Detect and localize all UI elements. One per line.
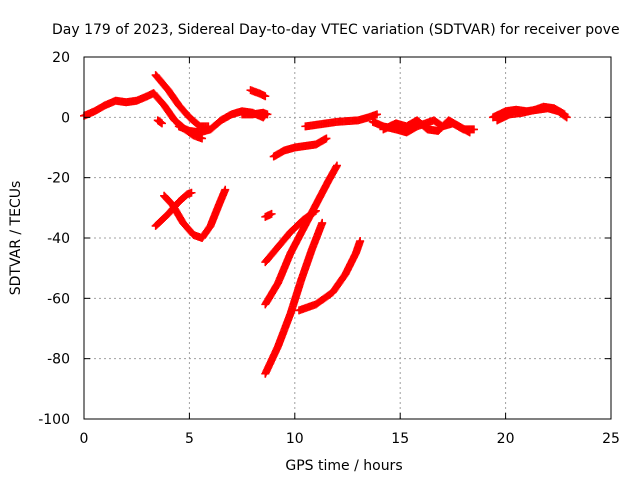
data-layer [80, 71, 571, 378]
data-point [221, 185, 230, 194]
data-series [238, 108, 272, 119]
data-point [322, 134, 331, 143]
data-series [261, 209, 276, 221]
data-series [269, 134, 331, 161]
data-point [187, 188, 196, 197]
data-point [318, 218, 327, 227]
x-tick-label: 25 [602, 431, 620, 447]
x-tick-label: 0 [80, 431, 89, 447]
chart-title: Day 179 of 2023, Sidereal Day-to-day VTE… [52, 22, 620, 38]
y-tick-label: -60 [47, 291, 70, 307]
data-series [301, 110, 382, 131]
data-point [157, 119, 166, 128]
data-series [80, 89, 158, 120]
y-tick-label: -80 [47, 352, 70, 368]
data-series [295, 237, 365, 315]
x-tick-label: 15 [391, 431, 409, 447]
data-series [493, 102, 569, 125]
data-series [261, 161, 341, 309]
y-tick-label: 0 [61, 110, 70, 126]
data-series [151, 71, 213, 131]
data-point [469, 125, 478, 134]
labels-layer: 0 5 10 15 20 25 -100 -80 -60 -40 -20 0 20 [38, 50, 620, 447]
x-axis-label: GPS time / hours [285, 458, 402, 474]
data-point [373, 110, 382, 119]
ticks-layer [83, 56, 612, 420]
y-tick-label: 20 [52, 50, 70, 66]
y-tick-label: -100 [38, 412, 70, 428]
x-tick-label: 20 [497, 431, 515, 447]
y-axis-label: SDTVAR / TECUs [8, 181, 24, 296]
data-series [246, 86, 270, 101]
data-point [332, 161, 341, 170]
data-point [261, 92, 270, 101]
data-series [160, 185, 230, 242]
x-tick-label: 10 [286, 431, 304, 447]
x-tick-label: 5 [185, 431, 194, 447]
data-point [465, 128, 474, 137]
data-point [267, 209, 276, 218]
data-point [560, 110, 569, 119]
y-tick-label: -20 [47, 171, 70, 187]
data-series [153, 116, 166, 128]
y-tick-label: -40 [47, 231, 70, 247]
data-series [261, 218, 327, 378]
data-series [379, 116, 474, 137]
data-point [356, 237, 365, 246]
data-point [263, 110, 272, 119]
